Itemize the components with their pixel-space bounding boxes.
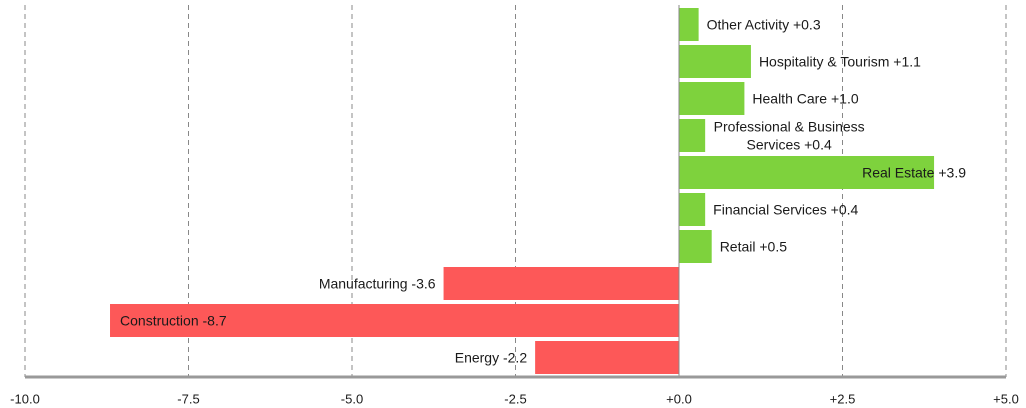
bar-manufacturing [443,267,679,300]
bar-hospitality-tourism [679,45,751,78]
x-tick-label: -7.5 [177,392,199,407]
x-tick-label: +0.0 [666,392,692,407]
bar-label: Health Care +1.0 [752,91,858,107]
bar-label: Energy -2.2 [455,350,528,366]
x-tick-label: -10.0 [10,392,40,407]
x-tick-label: -2.5 [504,392,526,407]
x-tick-label: +2.5 [830,392,856,407]
bar-label: Manufacturing -3.6 [319,276,436,292]
bar-construction [110,304,679,337]
bar-professional-business-services [679,119,706,152]
bar-label: Retail +0.5 [720,239,788,255]
x-tick-label: +5.0 [993,392,1019,407]
bar-financial-services [679,193,706,226]
bar-retail [679,230,712,263]
bar-other-activity [679,8,699,41]
x-tick-label: -5.0 [341,392,363,407]
bar-label: Other Activity +0.3 [707,17,821,33]
bar-label-line: Services +0.4 [747,137,832,153]
bar-health-care [679,82,745,115]
bar-label-line: Professional & Business [714,119,865,135]
bar-label: Construction -8.7 [120,313,227,329]
bar-label: Hospitality & Tourism +1.1 [759,54,921,70]
bars: Other Activity +0.3 Hospitality & Tourism… [110,8,966,374]
bar-label: Professional & Business Services +0.4 [714,119,865,153]
x-axis: -10.0 -7.5 -5.0 -2.5 +0.0 +2.5 +5.0 [10,5,1019,407]
bar-energy [535,341,679,374]
bar-label: Financial Services +0.4 [713,202,858,218]
bar-label: Real Estate +3.9 [862,165,966,181]
bar-real-estate [679,156,935,189]
